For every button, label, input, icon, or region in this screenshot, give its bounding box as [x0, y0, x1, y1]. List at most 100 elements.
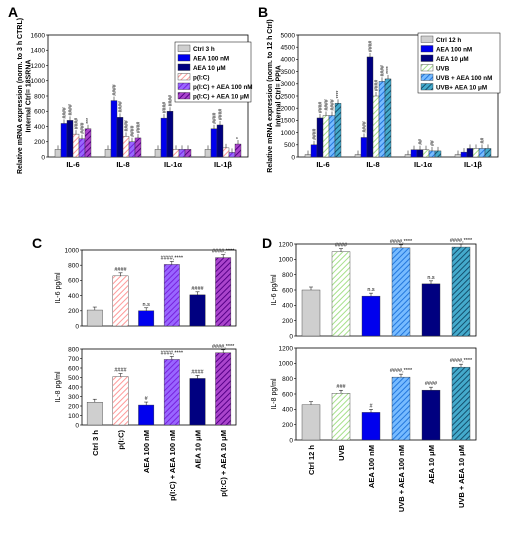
significance-label: #### — [80, 122, 86, 133]
bar — [172, 149, 180, 158]
bar — [391, 247, 411, 337]
bar — [78, 138, 86, 158]
x-tick-label: AEA 100 nM — [367, 445, 376, 488]
legend-label: AEA 100 nM — [436, 46, 472, 53]
y-tick-label: 1600 — [31, 32, 46, 39]
y-tick-label: 400 — [68, 384, 79, 391]
y-tick-label: 1000 — [65, 247, 80, 254]
bar — [60, 123, 68, 158]
y-tick-label: 200 — [282, 422, 293, 429]
bar — [360, 137, 368, 158]
significance-label: ####,**** — [390, 368, 413, 374]
bar — [301, 289, 321, 337]
bar — [478, 148, 486, 158]
significance-label: ####,**** — [161, 350, 184, 356]
legend-box — [417, 32, 501, 94]
significance-label: #### — [374, 80, 380, 91]
significance-label: #### — [218, 109, 224, 120]
plot-frame — [81, 249, 237, 327]
significance-label: ####,**** — [390, 239, 413, 245]
chart-a: 0 200 400 600 800 1000 1200 1400 1600 Relative mR… — [17, 18, 253, 174]
x-tick-label: UVB + AEA 100 nM — [397, 445, 406, 512]
legend-label: UVB — [436, 65, 450, 72]
bar — [215, 257, 232, 327]
bar — [112, 376, 129, 426]
y-tick-label: 700 — [68, 356, 79, 363]
y-tick-label: 600 — [282, 391, 293, 398]
bar — [222, 147, 230, 158]
bar — [304, 154, 312, 158]
bar — [361, 295, 381, 337]
significance-label: #### — [124, 120, 130, 131]
bar — [234, 143, 242, 158]
bar — [421, 283, 441, 337]
legend-swatch — [420, 54, 434, 62]
legend-swatch — [177, 44, 191, 52]
y-tick-label: 600 — [34, 109, 45, 116]
bar — [334, 103, 342, 158]
bar — [86, 402, 103, 426]
significance-label: #### — [112, 84, 118, 95]
bar — [228, 152, 236, 158]
bar — [189, 378, 206, 426]
bar — [72, 133, 80, 158]
significance-label: #### — [324, 99, 330, 110]
x-tick-label: p(I:C) + AEA 100 nM — [168, 430, 177, 501]
x-tick-label: AEA 10 μM — [194, 430, 203, 469]
significance-label: #### — [114, 267, 127, 273]
y-tick-label: 1500 — [281, 118, 296, 125]
bar — [331, 251, 351, 337]
bar — [451, 366, 471, 441]
bar — [189, 294, 206, 327]
y-tick-label: 1400 — [31, 48, 46, 55]
legend-swatch — [420, 45, 434, 53]
significance-label: **** — [336, 90, 342, 98]
y-axis-label-line: Relative mRNA expression (norm. to 3 h C… — [17, 18, 24, 174]
bar — [210, 128, 218, 158]
plot-frame — [295, 243, 477, 337]
legend-swatch — [177, 82, 191, 90]
bar — [466, 148, 474, 158]
significance-label: #### — [68, 104, 74, 115]
x-tick-label: UVB — [337, 444, 346, 460]
y-axis-label: IL-6 pg/ml — [271, 274, 278, 306]
y-tick-label: 0 — [41, 154, 45, 161]
significance-label: ####,**** — [161, 255, 184, 261]
x-tick-label: Ctrl 12 h — [307, 445, 316, 475]
significance-label: n.s — [142, 302, 150, 308]
significance-label: *** — [86, 118, 92, 124]
significance-label: ####,**** — [212, 344, 235, 350]
bar — [384, 78, 392, 158]
bar — [316, 117, 324, 158]
significance-label: #### — [380, 65, 386, 76]
significance-label: # — [369, 403, 373, 409]
bar — [331, 393, 351, 441]
bar — [416, 149, 424, 158]
y-tick-label: 1000 — [279, 361, 294, 368]
y-tick-label: 400 — [68, 293, 79, 300]
legend-swatch — [177, 63, 191, 71]
legend-swatch — [177, 92, 191, 100]
x-tick-label: IL-6 — [316, 160, 329, 169]
bar — [410, 149, 418, 158]
y-tick-label: 200 — [68, 308, 79, 315]
bar — [138, 310, 155, 327]
y-tick-label: 2000 — [281, 106, 296, 113]
legend-swatch — [420, 35, 434, 43]
bar — [372, 95, 380, 158]
y-tick-label: 200 — [282, 318, 293, 325]
significance-label: ####,**** — [450, 238, 473, 244]
significance-label: # — [145, 396, 149, 402]
significance-label: #### — [118, 101, 124, 112]
bar — [178, 149, 186, 158]
legend-box — [174, 41, 252, 103]
bar — [166, 111, 174, 158]
legend-swatch — [420, 83, 434, 91]
bar — [66, 120, 74, 158]
y-axis-label: IL-8 pg/ml — [55, 371, 62, 403]
bar — [421, 389, 441, 441]
y-tick-label: 600 — [282, 287, 293, 294]
legend-label: UVB+ AEA 10 μM — [436, 84, 487, 91]
legend-label: Ctrl 3 h — [193, 46, 215, 53]
